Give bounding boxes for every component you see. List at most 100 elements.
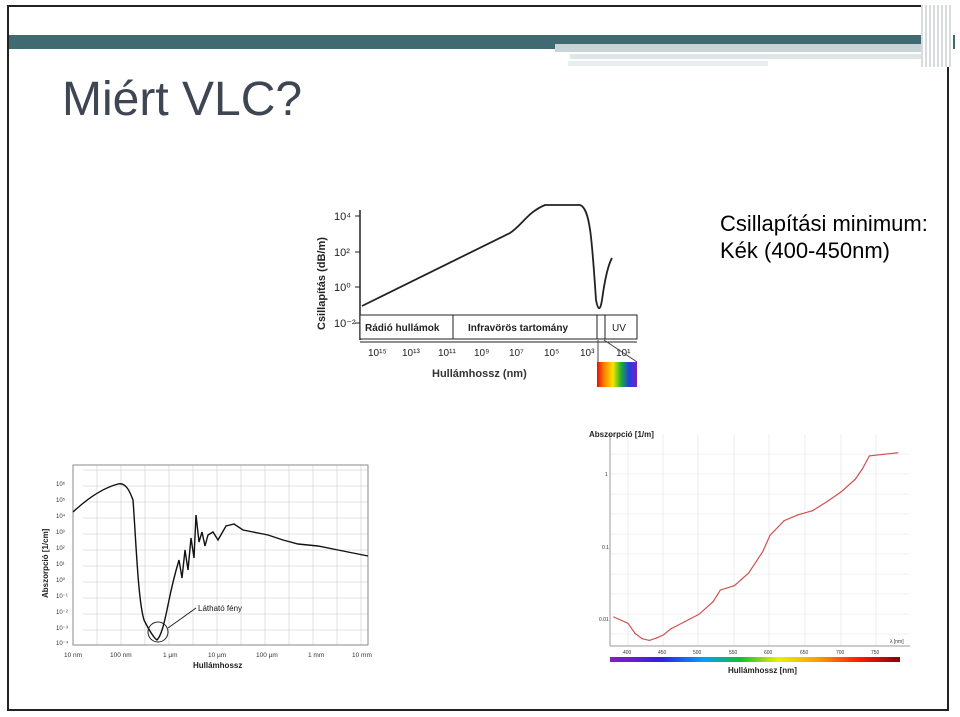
y-tick-label: 10¹ (56, 562, 65, 568)
note-line-1: Csillapítási minimum: (720, 211, 928, 236)
data-point (769, 534, 771, 536)
x-tick-label: 100 nm (110, 652, 132, 659)
absorption-chart-loglog: Abszorpció [1/cm] 10⁶ 10⁵ 10⁴ 10³ 10² 10… (41, 464, 372, 670)
x-tick-label: 700 (836, 650, 845, 656)
x-axis-label: Hullámhossz [nm] (728, 666, 797, 675)
data-point (634, 632, 636, 635)
data-point (883, 453, 885, 455)
band-label-infrared: Infravörös tartomány (468, 323, 568, 334)
spectrum-pointer (603, 339, 638, 363)
visible-spectrum-strip (597, 362, 637, 387)
data-point (762, 550, 764, 552)
y-tick-label: 10⁻⁴ (56, 640, 69, 647)
corner-decoration (921, 5, 953, 67)
slide-title: Miért VLC? (62, 73, 303, 126)
slide-frame (7, 5, 949, 711)
x-tick-label: 450 (658, 650, 667, 656)
absorption-series (613, 452, 899, 642)
data-point (826, 501, 828, 503)
data-point (812, 510, 814, 512)
x-tick-label: 500 (693, 650, 702, 656)
y-tick-label: 0.1 (602, 545, 609, 551)
y-axis-label: Csillapítás (dB/m) (316, 237, 328, 330)
y-tick-label: 10⁻¹ (56, 594, 68, 600)
y-tick-label: 10⁶ (56, 481, 66, 488)
y-tick-label: 10⁻² (56, 610, 68, 616)
x-tick-label: 1 mm (308, 652, 324, 659)
y-tick-label: 10² (56, 546, 65, 552)
visible-light-marker (147, 621, 169, 643)
y-tick-label: 10⁵ (56, 497, 66, 504)
y-tick-label: 10⁻³ (56, 626, 68, 632)
data-point (783, 520, 785, 522)
x-tick-label: 10 µm (208, 652, 226, 659)
header-stripe (570, 54, 950, 59)
attenuation-note: Csillapítási minimum: Kék (400-450nm) (720, 210, 928, 264)
x-tick-labels: 10 nm 100 nm 1 µm 10 µm 100 µm 1 mm 10 m… (64, 652, 372, 659)
data-point (733, 585, 736, 587)
absorption-chart-visible: Abszorpció [1/m] 1 0.1 0.01 λ [nm] 400 4… (589, 430, 910, 675)
band-label-radio: Rádió hullámok (365, 323, 440, 334)
visible-spectrum-bar (610, 657, 900, 662)
x-tick-label: 10³ (580, 348, 595, 359)
x-tick-label: 550 (729, 650, 738, 656)
x-tick-label: 10¹³ (402, 348, 420, 359)
y-tick-label: 10³ (56, 530, 65, 536)
x-tick-label: 100 µm (256, 652, 278, 659)
data-point (868, 455, 870, 457)
x-tick-label: 10¹¹ (438, 348, 456, 359)
data-point (670, 628, 672, 630)
y-tick-label: 10⁴ (334, 211, 351, 223)
x-axis-label: Hullámhossz (193, 661, 242, 670)
plot-border (72, 464, 369, 646)
x-axis-unit-label: λ [nm] (890, 639, 904, 645)
annotation-pointer (167, 607, 197, 629)
y-tick-label: 10⁰ (334, 282, 351, 294)
x-tick-label: 10⁹ (474, 348, 489, 359)
note-line-2: Kék (400-450nm) (720, 238, 890, 263)
attenuation-chart: Csillapítás (dB/m) 10⁴ 10² 10⁰ 10⁻² Rádi… (316, 204, 638, 387)
header-stripe (568, 61, 768, 66)
x-tick-label: 750 (871, 650, 880, 656)
annotation-visible-light: Látható fény (198, 604, 242, 613)
y-axis-label: Abszorpció [1/m] (589, 430, 654, 439)
x-tick-label: 10¹⁵ (368, 348, 387, 359)
data-point (854, 478, 856, 480)
y-tick-labels: 10⁶ 10⁵ 10⁴ 10³ 10² 10¹ 10⁰ 10⁻¹ 10⁻² 10… (56, 481, 69, 647)
x-tick-label: 10 mm (352, 652, 372, 659)
x-tick-label: 10⁵ (544, 348, 559, 359)
data-point (840, 491, 842, 493)
band-box (359, 314, 638, 340)
data-point (655, 637, 657, 639)
data-point (648, 639, 650, 641)
data-point (748, 572, 750, 574)
y-tick-label: 10⁻² (334, 318, 356, 330)
y-tick-label: 10⁰ (56, 577, 66, 584)
grid (610, 434, 910, 646)
x-tick-label: 650 (800, 650, 809, 656)
x-tick-label: 1 µm (163, 652, 178, 659)
y-tick-label: 0.01 (599, 617, 609, 623)
band-label-uv: UV (612, 323, 626, 334)
x-tick-labels: 400 450 500 550 600 650 700 750 (623, 650, 880, 656)
y-axis-label: Abszorpció [1/cm] (41, 528, 50, 598)
header-stripe (555, 44, 950, 52)
y-tick-label: 10⁴ (56, 513, 66, 520)
x-tick-label: 400 (623, 650, 632, 656)
data-point (627, 622, 629, 624)
y-tick-label: 1 (605, 472, 608, 478)
data-point (712, 601, 714, 603)
data-point (662, 634, 665, 636)
data-point (698, 613, 700, 615)
data-point (861, 468, 863, 470)
data-point (684, 621, 686, 623)
x-tick-label: 600 (764, 650, 773, 656)
data-point (719, 589, 721, 591)
data-point (897, 452, 899, 454)
x-tick-label: 10⁷ (509, 348, 524, 359)
data-point (613, 616, 615, 618)
data-point (641, 638, 643, 640)
grid (72, 465, 368, 645)
x-tick-label: 10 nm (64, 652, 82, 659)
absorption-curve (72, 483, 369, 641)
